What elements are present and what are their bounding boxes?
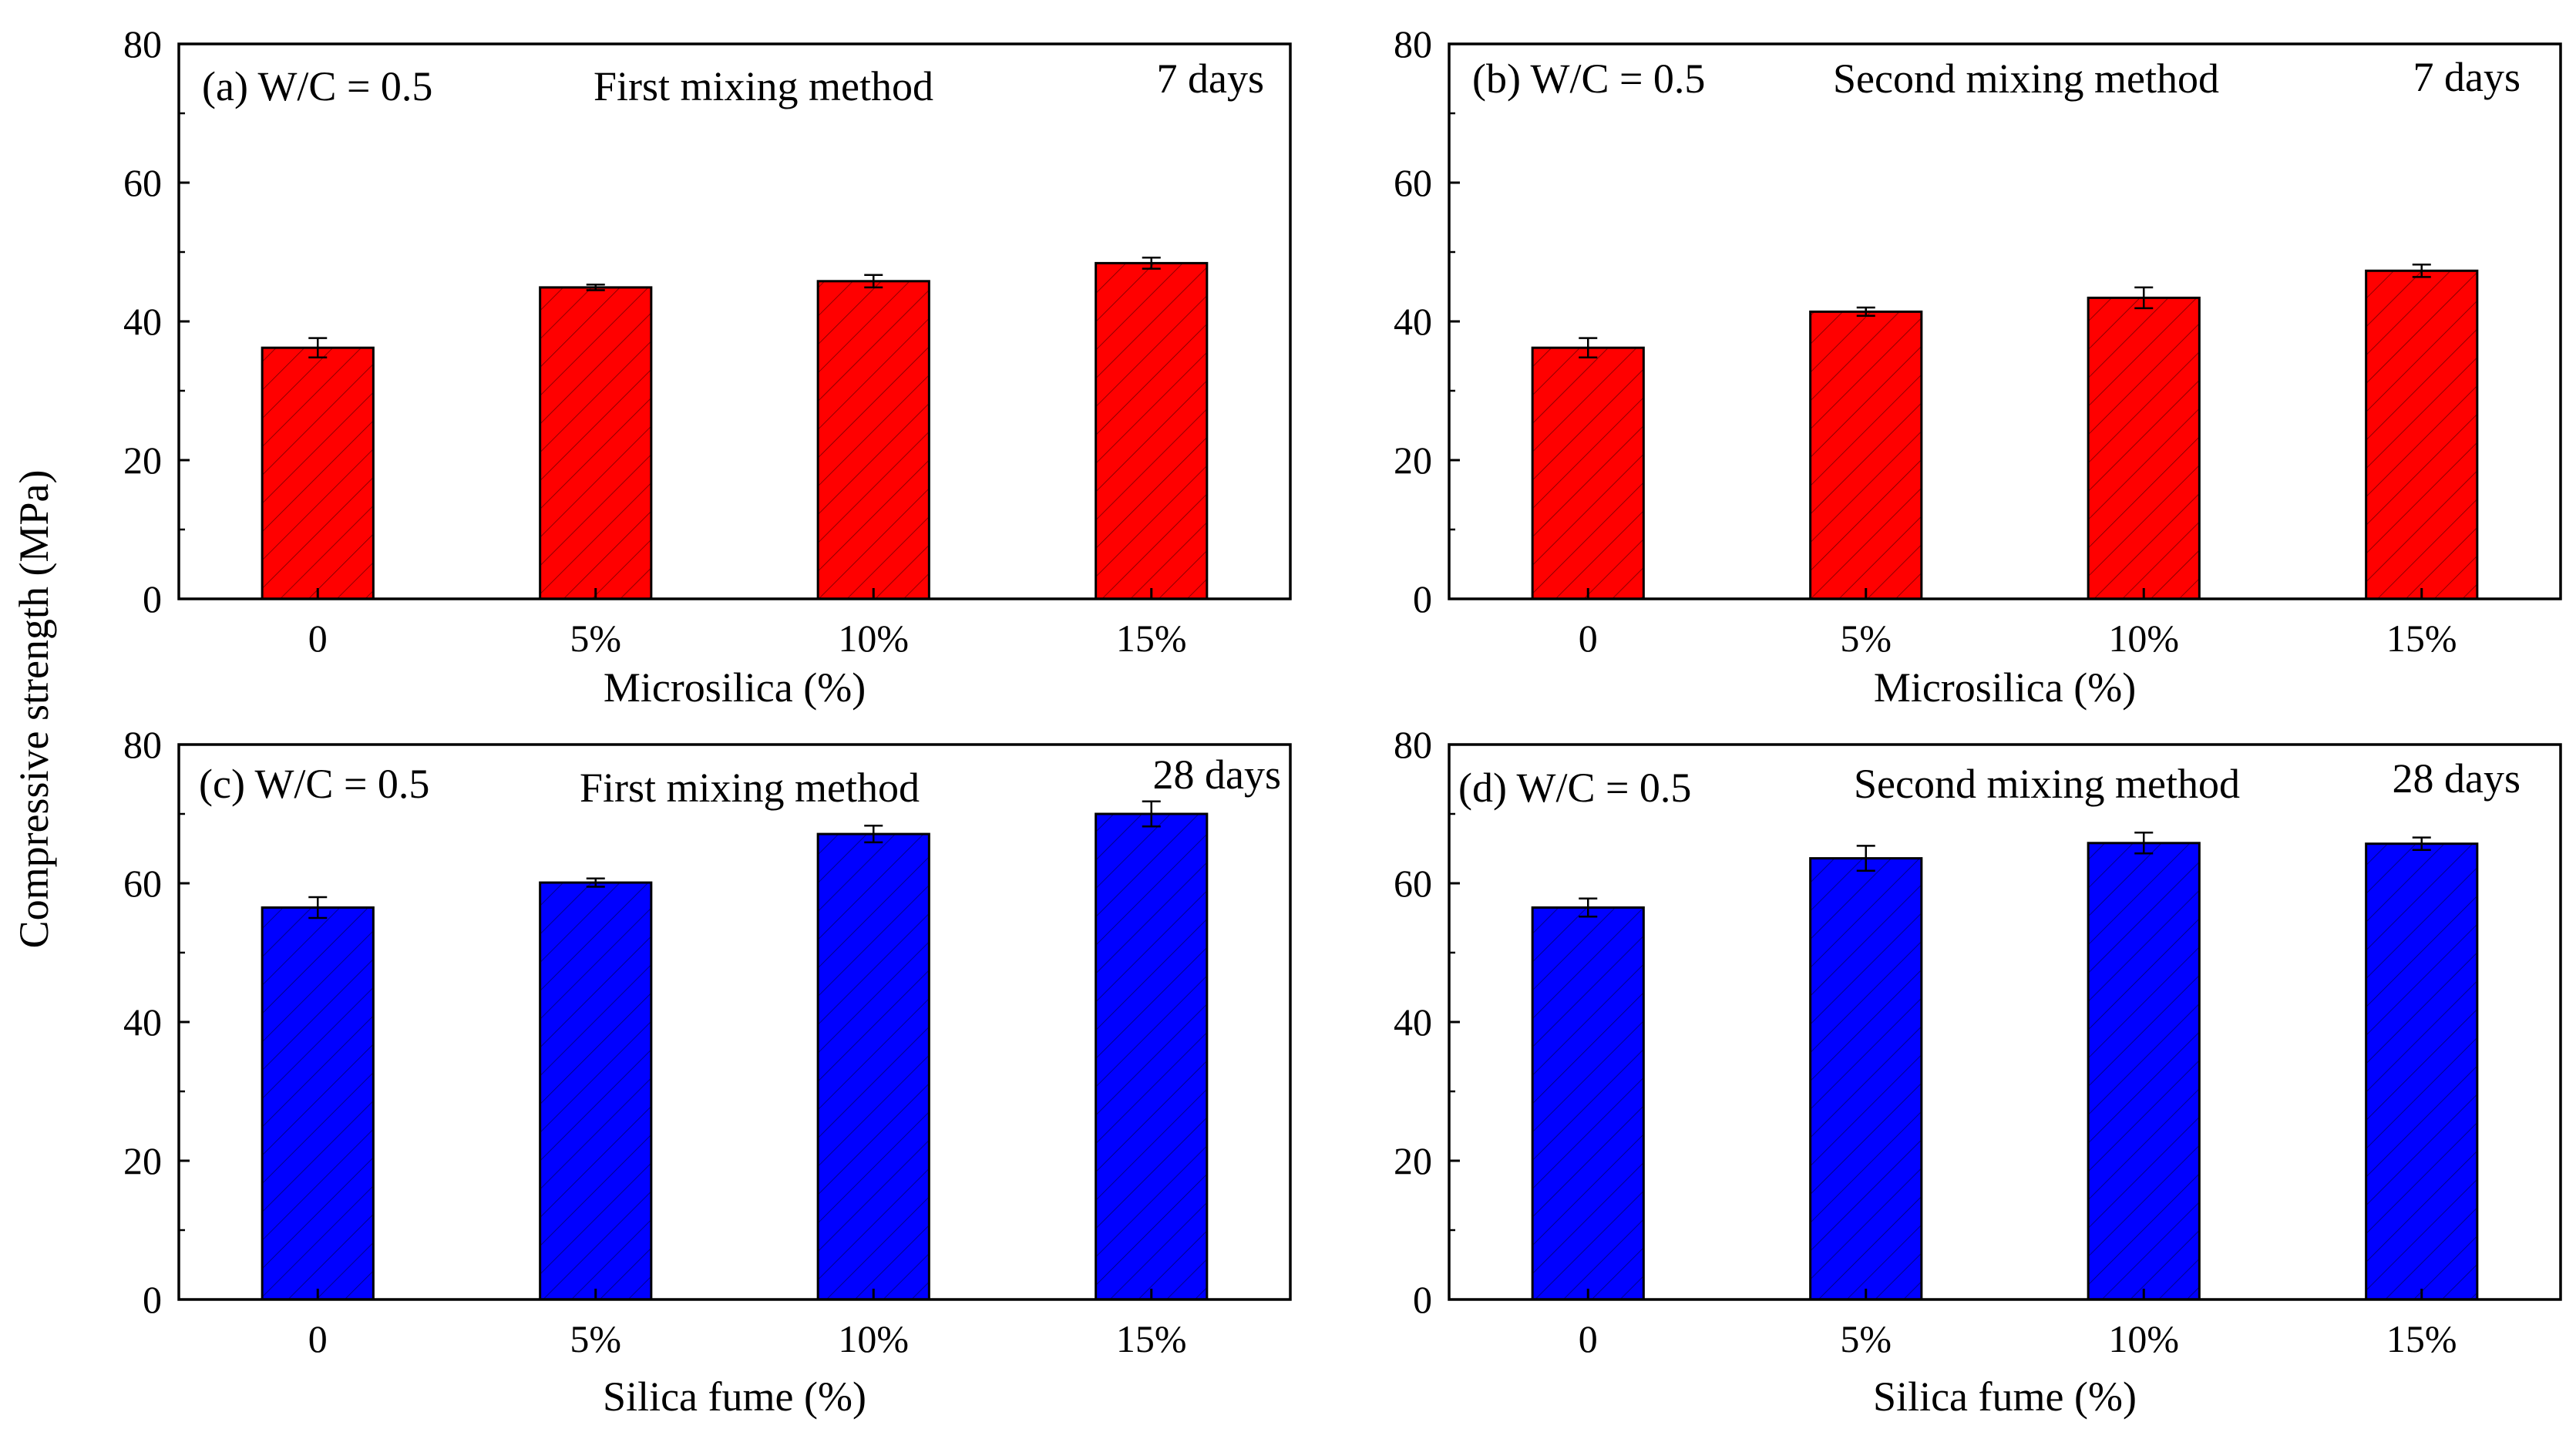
y-tick-label: 60 (123, 862, 162, 905)
y-tick-label: 40 (123, 1000, 162, 1044)
y-tick-label: 40 (123, 300, 162, 343)
mixing-method-label: First mixing method (580, 765, 920, 811)
curing-age-label: 7 days (2413, 54, 2521, 100)
y-tick-label: 80 (1394, 723, 1432, 766)
chart-panel-2: 0 5% 10% 15% 0 20 40 60 80 Microsilica (%) (b) W/C… (1394, 22, 2562, 711)
y-axis-title: Compressive strength (MPa) (11, 470, 57, 949)
bar-hatch-1 (540, 287, 651, 599)
panel-label: (b) W/C = 0.5 (1472, 55, 1705, 102)
y-tick-label: 40 (1394, 300, 1432, 343)
curing-age-label: 28 days (2393, 755, 2521, 802)
x-axis-title: Microsilica (%) (1874, 664, 2136, 711)
x-tick-label: 15% (1116, 617, 1187, 660)
bar-hatch-2 (818, 281, 930, 599)
bar-hatch-1 (1810, 858, 1922, 1299)
plot-frame (1448, 42, 2562, 600)
x-tick-label: 15% (2386, 617, 2457, 660)
bar-hatch-2 (2088, 298, 2200, 599)
bar-hatch-1 (540, 883, 651, 1299)
x-axis-title: Silica fume (%) (1873, 1373, 2137, 1420)
chart-panel-4: 0 5% 10% 15% 0 20 40 60 80 Silica fume (%) (d) W/C… (1394, 723, 2562, 1420)
x-tick-label: 15% (2386, 1317, 2457, 1360)
y-tick-label: 20 (1394, 1139, 1432, 1182)
bar-hatch-1 (1810, 311, 1922, 599)
x-tick-label: 0 (1579, 1317, 1598, 1360)
y-tick-label: 60 (1394, 862, 1432, 905)
panel-label: (a) W/C = 0.5 (202, 63, 432, 109)
mixing-method-label: Second mixing method (1854, 761, 2240, 807)
y-tick-label: 0 (1413, 577, 1432, 620)
panel-label: (d) W/C = 0.5 (1458, 765, 1691, 811)
bar-hatch-3 (1095, 263, 1207, 599)
x-tick-label: 0 (1579, 617, 1598, 660)
x-tick-label: 0 (308, 617, 328, 660)
x-tick-label: 0 (308, 1317, 328, 1360)
mixing-method-label: First mixing method (594, 63, 933, 109)
y-tick-label: 40 (1394, 1000, 1432, 1044)
y-tick-label: 60 (123, 161, 162, 204)
bar-hatch-3 (1095, 814, 1207, 1299)
x-axis-title: Microsilica (%) (604, 664, 866, 711)
panel-label: (c) W/C = 0.5 (199, 761, 429, 807)
x-tick-label: 10% (2108, 617, 2179, 660)
bar-hatch-0 (1532, 348, 1644, 599)
y-tick-label: 20 (123, 439, 162, 482)
y-tick-label: 80 (1394, 22, 1432, 66)
y-tick-label: 0 (143, 577, 162, 620)
bar-hatch-3 (2366, 271, 2477, 599)
x-tick-label: 5% (570, 617, 621, 660)
y-tick-label: 60 (1394, 161, 1432, 204)
mixing-method-label: Second mixing method (1833, 55, 2219, 102)
curing-age-label: 28 days (1153, 751, 1281, 798)
bar-hatch-2 (818, 834, 930, 1299)
x-axis-title: Silica fume (%) (603, 1373, 866, 1420)
x-tick-label: 10% (2108, 1317, 2179, 1360)
plot-frame (177, 42, 1292, 600)
x-tick-label: 5% (1840, 1317, 1892, 1360)
y-tick-label: 20 (1394, 439, 1432, 482)
x-tick-label: 10% (838, 617, 909, 660)
chart-panel-3: 0 5% 10% 15% 0 20 40 60 80 Silica fume (%) (c) W/C… (123, 723, 1292, 1420)
bar-hatch-0 (262, 907, 374, 1299)
x-tick-label: 15% (1116, 1317, 1187, 1360)
x-tick-label: 5% (1840, 617, 1892, 660)
bar-hatch-0 (1532, 907, 1644, 1299)
bar-hatch-2 (2088, 842, 2200, 1299)
y-tick-label: 80 (123, 22, 162, 66)
bar-hatch-3 (2366, 843, 2477, 1299)
chart-panel-1: 0 5% 10% 15% 0 20 40 60 80 Microsilica (%) (a) W/C… (123, 22, 1292, 711)
x-tick-label: 5% (570, 1317, 621, 1360)
curing-age-label: 7 days (1157, 55, 1264, 102)
plot-frame (177, 743, 1292, 1301)
x-tick-label: 10% (838, 1317, 909, 1360)
plot-frame (1448, 743, 2562, 1301)
bar-hatch-0 (262, 348, 374, 599)
y-tick-label: 0 (143, 1278, 162, 1321)
y-tick-label: 80 (123, 723, 162, 766)
y-tick-label: 20 (123, 1139, 162, 1182)
y-tick-label: 0 (1413, 1278, 1432, 1321)
